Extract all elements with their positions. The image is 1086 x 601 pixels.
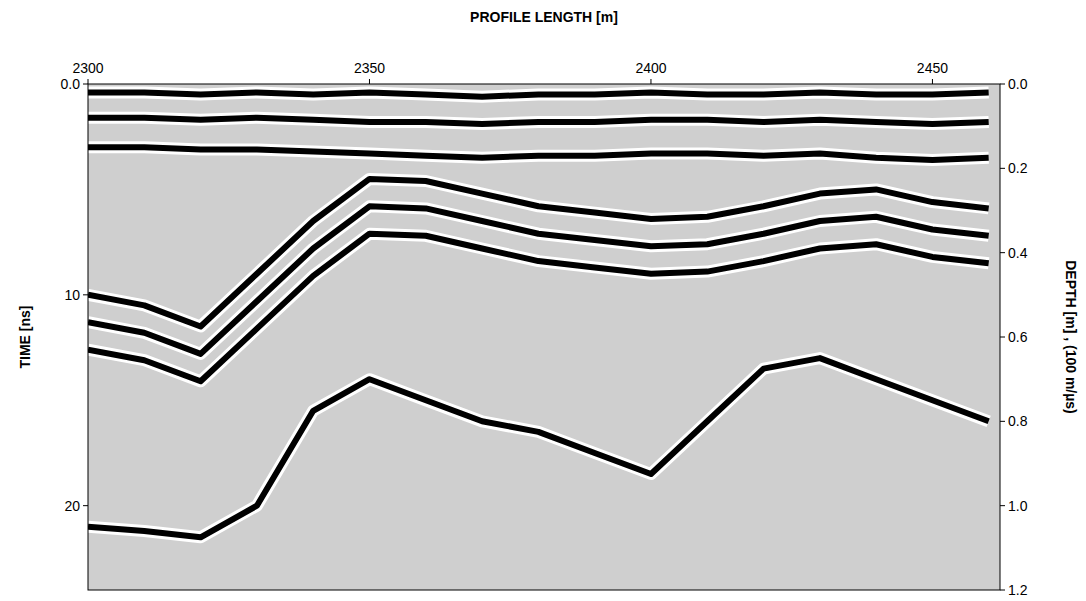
y2-tick [1000, 421, 1005, 422]
reflector [88, 147, 989, 160]
reflector [88, 92, 989, 96]
y2-tick [1000, 590, 1005, 591]
x-tick-label: 2350 [354, 60, 385, 76]
band-halo [88, 118, 989, 124]
y-tick-label: 20 [64, 498, 80, 514]
y2-tick-label: 0.4 [1008, 245, 1028, 261]
x-tick [650, 79, 651, 84]
y2-axis-title: DEPTH [m] , (100 m/µs) [1063, 260, 1079, 414]
reflector [88, 118, 989, 124]
reflector [88, 234, 989, 382]
series-group [88, 92, 989, 537]
band-halo [88, 206, 989, 354]
x-tick-label: 2450 [917, 60, 948, 76]
y2-tick [1000, 505, 1005, 506]
y-axis-title: TIME [ns] [17, 306, 33, 369]
y2-tick-label: 1.2 [1008, 582, 1028, 598]
reflector [88, 358, 989, 537]
band-halo [88, 234, 989, 382]
y2-tick [1000, 168, 1005, 169]
y-tick [83, 84, 88, 85]
x-tick [369, 79, 370, 84]
y-tick-label: 10 [64, 287, 80, 303]
y-tick [83, 294, 88, 295]
y2-tick-label: 0.0 [1008, 76, 1028, 92]
x-tick-label: 2400 [635, 60, 666, 76]
reflector [88, 179, 989, 327]
x-axis-title: PROFILE LENGTH [m] [470, 9, 618, 25]
band-halo [88, 147, 989, 160]
chart: 2300 2350 2400 2450 0.0 10 20 0.0 0.2 0.4 0.6 0.8 1.… [0, 0, 1086, 601]
y2-tick [1000, 337, 1005, 338]
y2-tick-label: 1.0 [1008, 498, 1028, 514]
band-halo [88, 358, 989, 537]
x-tick [88, 79, 89, 84]
plot-area [88, 84, 1000, 590]
y2-tick-label: 0.8 [1008, 413, 1028, 429]
x-tick [932, 79, 933, 84]
y-tick [83, 505, 88, 506]
x-tick-label: 2300 [72, 60, 103, 76]
band-halo [88, 92, 989, 96]
y2-tick-label: 0.2 [1008, 160, 1028, 176]
y2-tick-label: 0.6 [1008, 329, 1028, 345]
y-tick-label: 0.0 [61, 76, 81, 92]
reflector [88, 206, 989, 354]
plot-frame [88, 84, 1000, 590]
y2-tick [1000, 84, 1005, 85]
band-halo [88, 179, 989, 327]
y2-tick [1000, 252, 1005, 253]
